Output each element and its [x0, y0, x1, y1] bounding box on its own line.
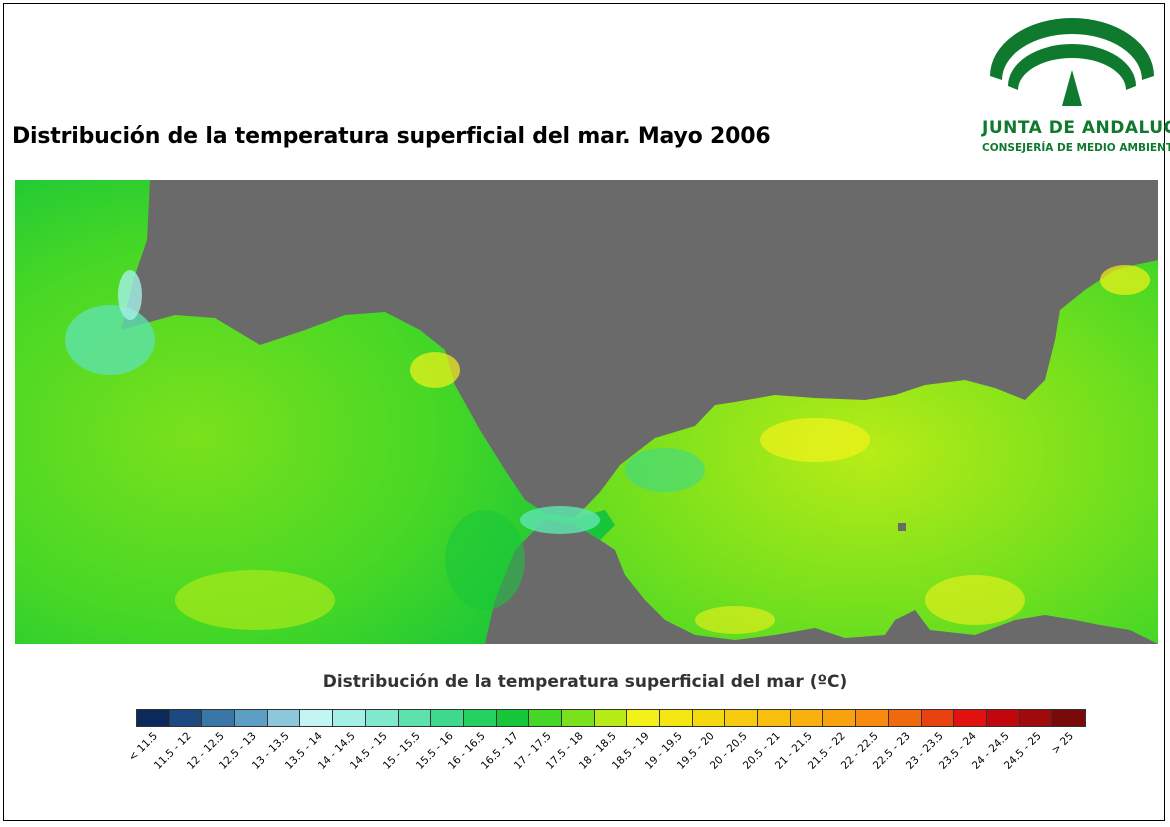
warm-patch	[695, 606, 775, 634]
logo-subtitle: CONSEJERÍA DE MEDIO AMBIENTE	[982, 142, 1170, 154]
legend-swatch	[496, 710, 530, 726]
alboran-water	[575, 260, 1158, 644]
temperature-raster	[15, 180, 1158, 644]
warm-patch	[175, 570, 335, 630]
legend-swatch	[856, 710, 889, 726]
legend-swatch	[790, 710, 824, 726]
legend-label: > 25	[1049, 730, 1076, 757]
legend-swatch	[169, 710, 203, 726]
legend-swatch	[202, 710, 236, 726]
green-patch	[445, 510, 525, 610]
legend-swatch	[1052, 710, 1085, 726]
color-scale-labels: < 11.5 11.5 - 12 12 - 12.5 12.5 - 13 13 - 13…	[127, 730, 1086, 800]
legend-swatch	[235, 710, 268, 726]
legend-swatch	[529, 710, 562, 726]
legend-title: Distribución de la temperatura superfici…	[322, 672, 848, 692]
legend-swatch	[823, 710, 857, 726]
color-scale-bar	[136, 709, 1086, 727]
legend-swatch	[954, 710, 987, 726]
logo-name: JUNTA DE ANDALUCIA	[982, 118, 1170, 138]
legend-swatch	[758, 710, 791, 726]
cool-upwelling-patch	[65, 305, 155, 375]
legend-swatch	[1019, 710, 1053, 726]
cool-coastal-patch	[118, 270, 142, 320]
warm-patch	[410, 352, 460, 388]
legend-swatch	[627, 710, 660, 726]
legend-swatch	[431, 710, 464, 726]
warm-patch	[1100, 265, 1150, 295]
legend-swatch	[692, 710, 726, 726]
warm-patch	[925, 575, 1025, 625]
legend-swatch	[300, 710, 334, 726]
legend-swatch	[725, 710, 759, 726]
legend-swatch	[921, 710, 955, 726]
legend-swatch	[561, 710, 595, 726]
legend-swatch	[365, 710, 399, 726]
legend-swatch	[888, 710, 922, 726]
west-alboran-patch	[625, 448, 705, 492]
map-title: Distribución de la temperatura superfici…	[12, 124, 771, 149]
legend-swatch	[398, 710, 432, 726]
legend-swatch	[660, 710, 693, 726]
logo-emblem-icon	[990, 18, 1154, 106]
sea-surface-temperature-map	[15, 180, 1158, 644]
strait-cool-patch	[520, 506, 600, 534]
legend-swatch	[137, 710, 170, 726]
legend-swatch	[594, 710, 628, 726]
legend-swatch	[333, 710, 366, 726]
island	[898, 523, 906, 531]
legend-swatch	[986, 710, 1020, 726]
legend-swatch	[463, 710, 497, 726]
warm-patch	[760, 418, 870, 462]
legend-swatch	[267, 710, 301, 726]
junta-de-andalucia-logo: JUNTA DE ANDALUCIA CONSEJERÍA DE MEDIO A…	[982, 14, 1170, 164]
